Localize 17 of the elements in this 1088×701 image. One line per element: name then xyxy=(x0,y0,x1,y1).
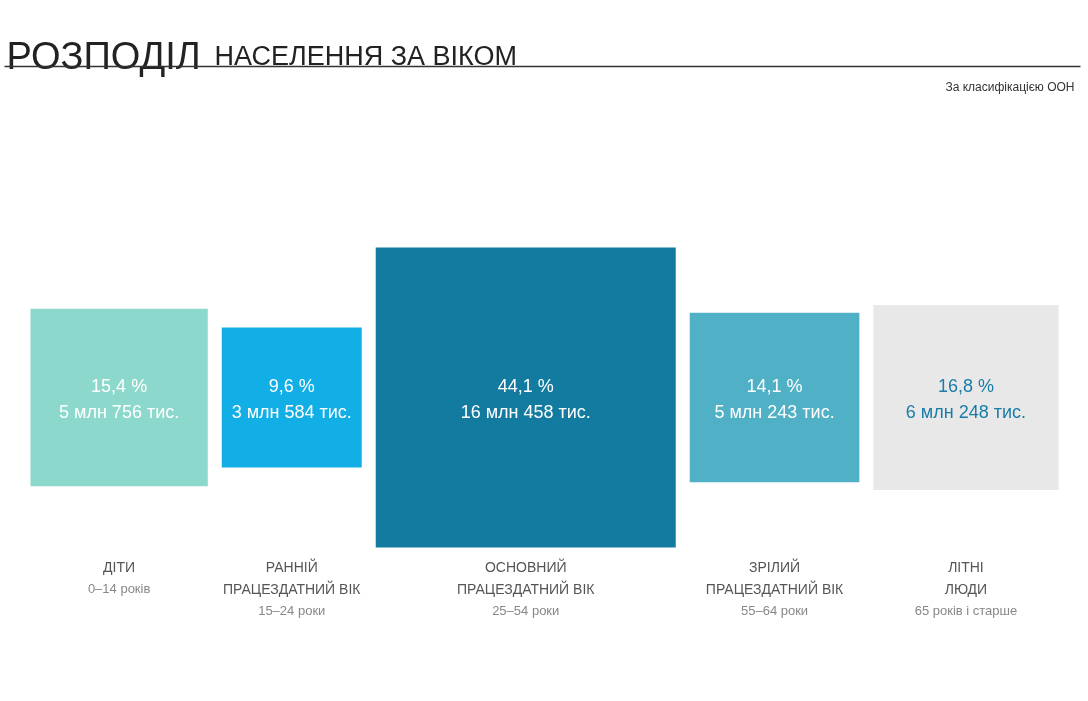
data-label: 9,6 % 3 млн 584 тис. xyxy=(231,375,352,422)
text: НАСЕЛЕННЯ ЗА ВІКОМ xyxy=(214,40,517,71)
text: 0–14 років xyxy=(87,581,151,596)
data-label: 16,8 % 6 млн 248 тис. xyxy=(905,375,1027,422)
data-label: 44,1 % 16 млн 458 тис. xyxy=(460,375,591,422)
text: За класифікацією ООН xyxy=(945,79,1075,94)
category-label: РАННІЙ ПРАЦЕЗДАТНИЙ ВІК xyxy=(223,557,362,597)
category-label: ЗРІЛИЙ ПРАЦЕЗДАТНИЙ ВІК xyxy=(705,557,845,597)
text: 15–24 роки xyxy=(258,603,326,618)
data-label: 15,4 % 5 млн 756 тис. xyxy=(59,375,180,422)
text: 25–54 роки xyxy=(492,603,560,618)
text: 65 років і старше xyxy=(914,603,1018,618)
text: 55–64 роки xyxy=(740,603,809,618)
category-label: ОСНОВНИЙ ПРАЦЕЗДАТНИЙ ВІК xyxy=(457,557,596,597)
data-label: 14,1 % 5 млн 243 тис. xyxy=(714,375,835,422)
category-label: ЛІТНІ ЛЮДИ xyxy=(944,558,988,597)
category-label: ДІТИ xyxy=(103,558,136,575)
